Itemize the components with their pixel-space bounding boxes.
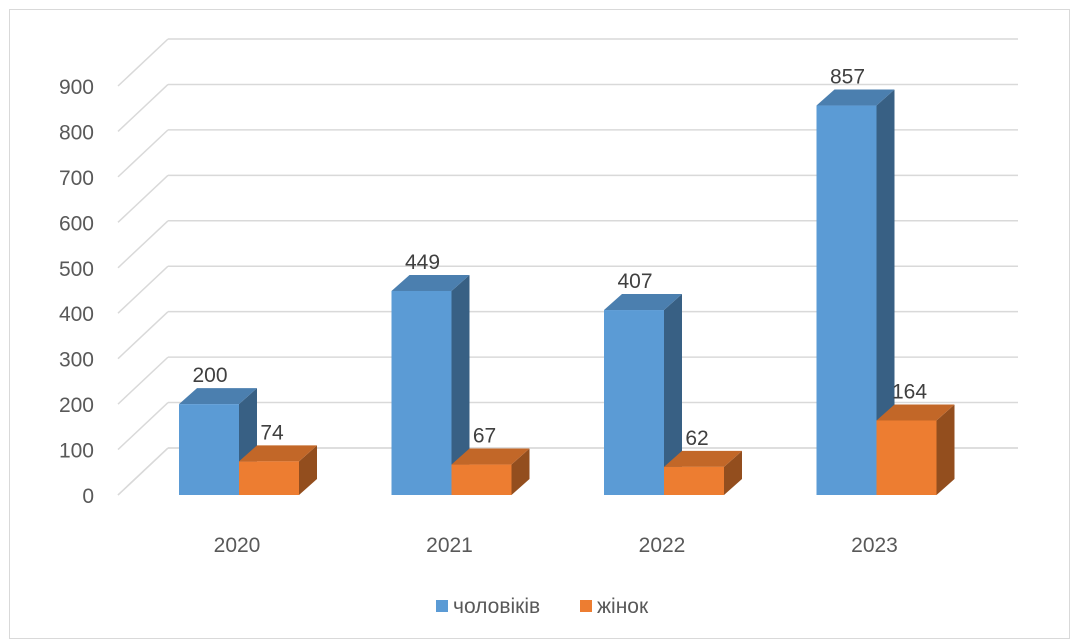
bar-top-face <box>816 89 895 106</box>
bar-top-face <box>451 448 530 465</box>
x-tick-label: 2022 <box>639 534 686 557</box>
bar <box>664 450 742 495</box>
gridline-side <box>117 356 169 405</box>
data-label: 200 <box>192 364 227 387</box>
y-axis-ticks: 0 100 200 300 400 500 600 700 800 900 <box>59 76 94 508</box>
bar-top-face <box>876 404 955 421</box>
bar-side-face <box>664 294 682 495</box>
y-tick-label: 700 <box>59 167 94 190</box>
data-label: 164 <box>892 380 927 403</box>
y-tick-label: 0 <box>82 485 94 508</box>
x-tick-label: 2020 <box>214 534 261 557</box>
bars: 200 74 449 67 407 62 857 164 <box>179 66 955 496</box>
legend: чоловіків жінок <box>436 595 649 618</box>
legend-swatch <box>436 600 448 612</box>
gridline-side <box>117 447 169 496</box>
y-tick-label: 800 <box>59 121 94 144</box>
bar-top-face <box>179 388 257 405</box>
y-tick-label: 100 <box>59 440 94 463</box>
legend-swatch <box>580 600 592 612</box>
bar-side-face <box>724 450 742 495</box>
bar <box>816 89 895 496</box>
bar-front-face <box>391 290 452 495</box>
bar <box>604 294 682 495</box>
data-label: 62 <box>685 427 708 450</box>
y-tick-label: 500 <box>59 258 94 281</box>
x-axis-ticks: 2020 2021 2022 2023 <box>214 534 898 557</box>
y-tick-label: 600 <box>59 212 94 235</box>
bar-front-face <box>451 464 512 495</box>
bar-side-face <box>451 274 470 495</box>
bar-front-face <box>664 466 724 495</box>
bar-top-face <box>391 274 470 291</box>
bar <box>451 448 530 495</box>
bar-top-face <box>664 450 742 467</box>
x-tick-label: 2021 <box>426 534 473 557</box>
x-tick-label: 2023 <box>851 534 898 557</box>
gridline-side <box>117 311 169 360</box>
gridline-side <box>117 402 169 451</box>
gridline-side <box>117 83 169 132</box>
gridline-side <box>117 174 169 223</box>
legend-label: чоловіків <box>453 595 540 618</box>
data-label: 857 <box>830 66 865 89</box>
bar <box>876 404 955 495</box>
gridline-side <box>117 265 169 314</box>
y-tick-label: 900 <box>59 76 94 99</box>
bar-front-face <box>604 310 664 495</box>
bar-side-face <box>936 404 955 495</box>
bar-front-face <box>816 105 877 496</box>
legend-label: жінок <box>597 595 649 618</box>
gridline-side <box>117 38 169 87</box>
bar-side-face <box>511 448 530 495</box>
bar-side-face <box>876 89 895 496</box>
bar-front-face <box>876 420 937 495</box>
y-tick-label: 400 <box>59 303 94 326</box>
y-tick-label: 300 <box>59 349 94 372</box>
bar <box>179 388 257 495</box>
data-label: 407 <box>617 270 652 293</box>
data-label: 67 <box>473 425 496 448</box>
bar-side-face <box>299 445 317 495</box>
bar-top-face <box>239 445 317 462</box>
bar <box>391 274 470 495</box>
bar <box>239 445 317 495</box>
bar-front-face <box>239 461 299 495</box>
data-label: 74 <box>260 421 284 444</box>
bar-front-face <box>179 404 239 495</box>
data-label: 449 <box>405 251 440 274</box>
bar-top-face <box>604 294 682 311</box>
y-tick-label: 200 <box>59 394 94 417</box>
gridline-side <box>117 129 169 178</box>
gridline-side <box>117 220 169 269</box>
